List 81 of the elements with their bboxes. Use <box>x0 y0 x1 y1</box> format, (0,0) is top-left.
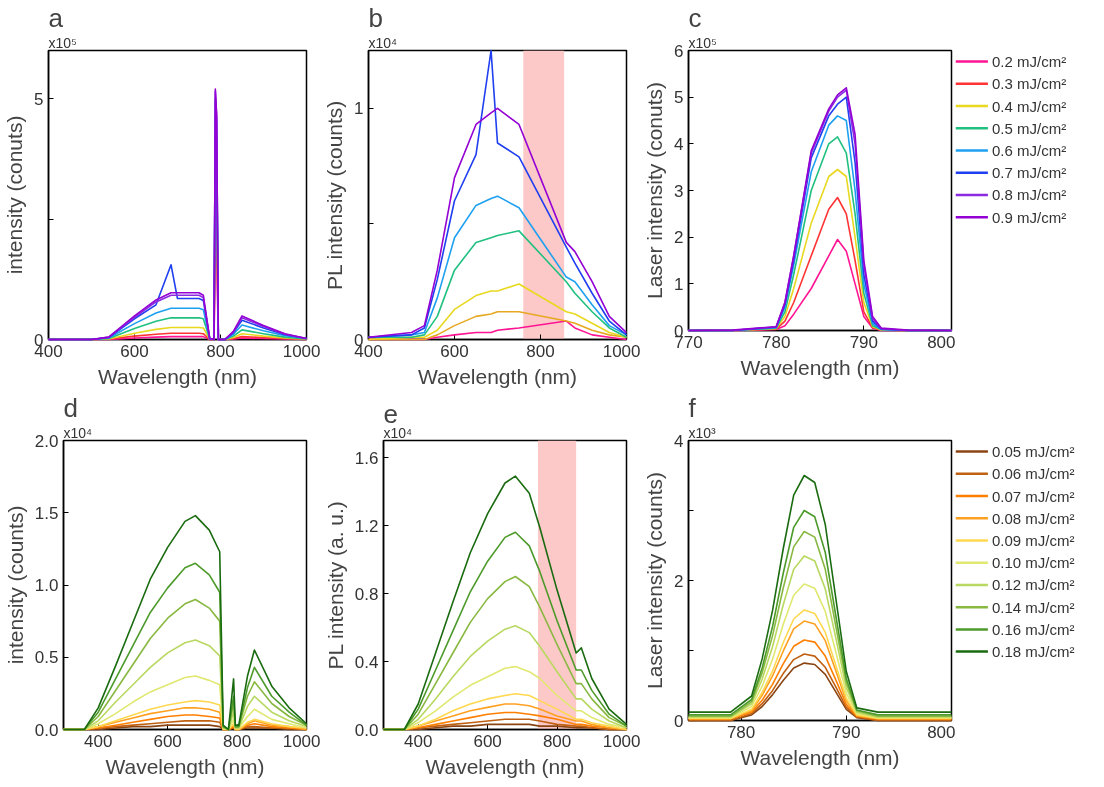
y-tick-label: 1 <box>674 274 684 294</box>
y-tick-label: 0.0 <box>354 720 379 740</box>
y-axis-title: PL intensity (a. u.) <box>323 501 347 670</box>
x-tick-label: 800 <box>222 731 252 751</box>
x-tick-label: 800 <box>542 731 572 751</box>
y-tick-label: 1.5 <box>34 503 59 523</box>
x-axis-title: Wavelength (nm) <box>740 355 900 379</box>
legend-label: 0.3 mJ/cm² <box>991 75 1067 93</box>
x-tick-label: 400 <box>404 731 433 751</box>
legend-label: 0.16 mJ/cm² <box>991 620 1075 638</box>
y-axis-title: Laser intensity (conuts) <box>643 81 667 300</box>
y-axis-title: intensity (counts) <box>3 505 27 665</box>
x-tick-label: 1000 <box>602 731 641 751</box>
y-tick-label: 1.0 <box>34 576 59 595</box>
y-tick-label: 0.0 <box>34 720 59 740</box>
text: x10⁴ <box>368 34 398 51</box>
x-axis-title: Wavelength (nm) <box>97 364 258 388</box>
legend-label: 0.5 mJ/cm² <box>991 119 1067 137</box>
x-tick-label: 790 <box>832 722 861 742</box>
y-tick-label: 1.6 <box>354 448 379 468</box>
y-tick-label: 2 <box>674 571 684 591</box>
x-tick-label: 1000 <box>602 341 641 361</box>
legend-label: 0.09 mJ/cm² <box>991 532 1075 549</box>
annotation: x10³ <box>688 424 717 441</box>
x-axis-title: Wavelength (nm) <box>740 745 900 769</box>
legend-label: 0.6 mJ/cm² <box>991 142 1067 159</box>
x-tick-label: 780 <box>761 332 791 352</box>
x-axis-title: Wavelength (nm) <box>417 364 578 388</box>
chart-title: b <box>368 2 383 33</box>
text: x10⁵ <box>688 34 717 51</box>
x-tick-label: 790 <box>849 332 879 352</box>
legend-label: 0.05 mJ/cm² <box>991 443 1075 461</box>
legend-label: 0.4 mJ/cm² <box>991 97 1067 115</box>
x-tick-label: 600 <box>440 341 469 361</box>
y-tick-label: 5 <box>674 88 684 108</box>
y-axis-title: PL intensity (counts) <box>323 100 347 291</box>
legend-label: 0.08 mJ/cm² <box>991 509 1075 527</box>
legend-label: 0.07 mJ/cm² <box>991 487 1075 505</box>
x-tick-label: 600 <box>473 731 502 751</box>
chart-title: f <box>688 392 697 423</box>
y-tick-label: 1 <box>354 99 364 119</box>
legend-label: 0.06 mJ/cm² <box>991 465 1075 483</box>
x-tick-label: 600 <box>153 731 182 751</box>
legend-label: 0.7 mJ/cm² <box>991 164 1067 182</box>
y-tick-label: 6 <box>674 41 684 61</box>
y-axis-title: Laser intensity (counts) <box>643 471 667 690</box>
x-axis-title: Wavelength (nm) <box>425 754 585 778</box>
legend-label: 0.10 mJ/cm² <box>991 554 1075 572</box>
x-axis-title: Wavelength (nm) <box>105 754 265 778</box>
y-tick-label: 4 <box>674 134 684 154</box>
x-tick-label: 800 <box>927 332 956 352</box>
x-tick-label: 800 <box>526 341 555 361</box>
x-tick-label: 400 <box>84 731 113 751</box>
text: x10⁴ <box>63 424 93 441</box>
x-tick-label: 600 <box>120 341 149 361</box>
y-tick-label: 5 <box>34 89 44 109</box>
y-axis-title: intensity (conuts) <box>3 115 27 275</box>
chart-title: d <box>63 392 78 423</box>
legend-label: 0.9 mJ/cm² <box>991 208 1067 226</box>
legend-label: 0.2 mJ/cm² <box>991 53 1067 71</box>
legend-label: 0.8 mJ/cm² <box>991 186 1067 204</box>
legend-label: 0.18 mJ/cm² <box>991 643 1075 661</box>
x-tick-label: 1000 <box>282 731 321 751</box>
annotation: x10⁵ <box>48 34 77 51</box>
x-tick-label: 800 <box>927 722 956 742</box>
y-tick-label: 2.0 <box>34 431 59 451</box>
chart-title: c <box>688 2 702 33</box>
x-tick-label: 800 <box>206 341 235 361</box>
y-tick-label: 0.8 <box>354 584 379 604</box>
y-tick-label: 1.2 <box>354 516 379 536</box>
y-tick-label: 0.4 <box>354 652 379 672</box>
chart-title: a <box>48 2 64 33</box>
x-tick-label: 780 <box>726 722 756 742</box>
y-tick-label: 0 <box>674 711 684 731</box>
legend-label: 0.14 mJ/cm² <box>991 598 1075 616</box>
x-tick-label: 1000 <box>282 341 321 361</box>
legend-label: 0.12 mJ/cm² <box>991 576 1075 594</box>
y-tick-label: 2 <box>674 228 684 248</box>
y-tick-label: 3 <box>674 181 684 201</box>
y-tick-label: 0.5 <box>34 648 59 668</box>
y-tick-label: 4 <box>674 431 684 451</box>
